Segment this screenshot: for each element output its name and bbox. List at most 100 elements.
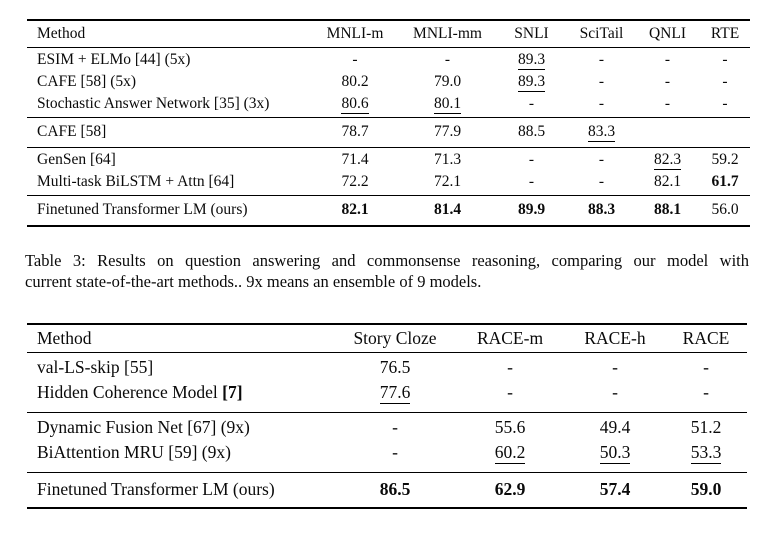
value-cell: - bbox=[495, 93, 568, 118]
method-label: Finetuned Transformer LM (ours) bbox=[37, 479, 275, 499]
method-label: Dynamic Fusion Net [67] (9x) bbox=[37, 417, 250, 437]
value-cell: 57.4 bbox=[565, 473, 665, 509]
method-label: GenSen [64] bbox=[37, 151, 116, 168]
value-text: 86.5 bbox=[379, 479, 411, 499]
value-text: - bbox=[444, 51, 451, 68]
value-text: 60.2 bbox=[494, 442, 526, 464]
column-header-method: Method bbox=[37, 25, 86, 42]
value-cell: - bbox=[495, 148, 568, 172]
value-text: 89.3 bbox=[517, 51, 546, 70]
value-cell: 50.3 bbox=[565, 440, 665, 473]
value-cell: 80.6 bbox=[310, 93, 400, 118]
value-cell: - bbox=[455, 353, 565, 381]
value-text: 71.3 bbox=[433, 151, 462, 168]
value-text: 56.0 bbox=[711, 201, 739, 218]
method-label: Hidden Coherence Model bbox=[37, 382, 223, 402]
column-header-story-cloze: Story Cloze bbox=[353, 328, 437, 348]
value-text: - bbox=[612, 357, 618, 377]
value-cell: 61.7 bbox=[700, 171, 750, 196]
table-row: val-LS-skip [55] 76.5 - - - bbox=[27, 353, 747, 381]
value-text: - bbox=[392, 417, 398, 437]
value-cell: 88.1 bbox=[635, 196, 700, 227]
value-text: 82.3 bbox=[653, 151, 682, 170]
qa-commonsense-results-table: Method Story Cloze RACE-m RACE-h RACE val-LS-… bbox=[27, 323, 747, 509]
value-cell: - bbox=[665, 353, 747, 381]
value-cell: - bbox=[568, 171, 635, 196]
value-cell: 78.7 bbox=[310, 118, 400, 148]
table-row: CAFE [58] (5x) 80.2 79.0 89.3 - - - bbox=[27, 71, 750, 93]
value-cell: 83.3 bbox=[568, 118, 635, 148]
table-row: Finetuned Transformer LM (ours) 86.5 62.9 5… bbox=[27, 473, 747, 509]
table-row: CAFE [58] 78.7 77.9 88.5 83.3 bbox=[27, 118, 750, 148]
table-row: Dynamic Fusion Net [67] (9x) - 55.6 49.4 51.… bbox=[27, 413, 747, 441]
value-cell: 76.5 bbox=[335, 353, 455, 381]
value-cell: - bbox=[568, 93, 635, 118]
value-text: 80.6 bbox=[341, 95, 369, 114]
value-cell: 82.1 bbox=[310, 196, 400, 227]
value-text: 83.3 bbox=[587, 123, 616, 142]
value-text: 89.3 bbox=[517, 73, 546, 92]
value-cell: - bbox=[568, 148, 635, 172]
value-cell: 82.1 bbox=[635, 171, 700, 196]
value-text: 61.7 bbox=[711, 173, 739, 190]
value-cell: - bbox=[700, 48, 750, 72]
value-text: 57.4 bbox=[599, 479, 631, 499]
table-row: Finetuned Transformer LM (ours) 82.1 81.4 8… bbox=[27, 196, 750, 227]
value-text: 89.9 bbox=[517, 201, 546, 218]
table-row-group: ESIM + ELMo [44] (5x) - -89.3- - - CAFE [58] … bbox=[27, 48, 750, 118]
value-cell: - bbox=[635, 93, 700, 118]
table-row: GenSen [64] 71.4 71.3 - - 82.3 59.2 bbox=[27, 148, 750, 172]
value-cell: - bbox=[665, 380, 747, 413]
caption-line: Table 3: Results on question answering a… bbox=[25, 251, 749, 270]
value-text: 88.5 bbox=[517, 123, 546, 140]
value-text: - bbox=[664, 51, 671, 68]
value-text: - bbox=[528, 173, 535, 190]
value-cell: 81.4 bbox=[400, 196, 495, 227]
column-header-race: RACE bbox=[682, 328, 730, 348]
value-text: 79.0 bbox=[433, 73, 462, 90]
table-row-group: CAFE [58] 78.7 77.9 88.5 83.3 bbox=[27, 118, 750, 148]
value-text: - bbox=[722, 51, 728, 68]
column-header-scitail: SciTail bbox=[579, 25, 624, 42]
value-cell: 89.9 bbox=[495, 196, 568, 227]
value-cell: 49.4 bbox=[565, 413, 665, 441]
value-text: - bbox=[722, 95, 728, 112]
value-text: 78.7 bbox=[341, 123, 369, 140]
value-text: - bbox=[507, 382, 513, 402]
value-cell: 72.2 bbox=[310, 171, 400, 196]
value-cell: 60.2 bbox=[455, 440, 565, 473]
value-cell: 80.2 bbox=[310, 71, 400, 93]
value-cell: 89.3 bbox=[495, 48, 568, 72]
value-text: 72.2 bbox=[341, 173, 369, 190]
method-cell: Finetuned Transformer LM (ours) bbox=[27, 473, 335, 509]
value-text: 55.6 bbox=[494, 417, 526, 437]
value-cell: - bbox=[310, 48, 400, 72]
value-cell: - bbox=[700, 93, 750, 118]
value-text: 49.4 bbox=[599, 417, 631, 437]
value-text: 82.1 bbox=[341, 201, 369, 218]
value-text: 50.3 bbox=[599, 442, 631, 464]
value-cell: 80.1 bbox=[400, 93, 495, 118]
value-cell: - bbox=[568, 48, 635, 72]
value-text: - bbox=[598, 51, 605, 68]
value-text: 77.6 bbox=[379, 382, 411, 404]
method-cell: CAFE [58] (5x) bbox=[27, 71, 310, 93]
value-cell: 71.4 bbox=[310, 148, 400, 172]
value-text: - bbox=[703, 357, 709, 377]
value-cell: - bbox=[565, 380, 665, 413]
table-header: Method MNLI-m MNLI-mm SNLI SciTail QNLI RTE bbox=[27, 20, 750, 48]
value-cell: - bbox=[635, 48, 700, 72]
method-cell: Stochastic Answer Network [35] (3x) bbox=[27, 93, 310, 118]
value-text: - bbox=[528, 151, 535, 168]
column-header-snli: SNLI bbox=[514, 25, 549, 42]
table-row: BiAttention MRU [59] (9x) - 60.2 50.3 53.3 bbox=[27, 440, 747, 473]
method-label: BiAttention MRU [59] (9x) bbox=[37, 442, 231, 462]
value-text: - bbox=[598, 173, 605, 190]
value-cell: 53.3 bbox=[665, 440, 747, 473]
value-text: 62.9 bbox=[494, 479, 526, 499]
value-cell: - bbox=[335, 440, 455, 473]
method-label: CAFE [58] bbox=[37, 123, 107, 140]
value-cell: 77.6 bbox=[335, 380, 455, 413]
method-cell: Finetuned Transformer LM (ours) bbox=[27, 196, 310, 227]
